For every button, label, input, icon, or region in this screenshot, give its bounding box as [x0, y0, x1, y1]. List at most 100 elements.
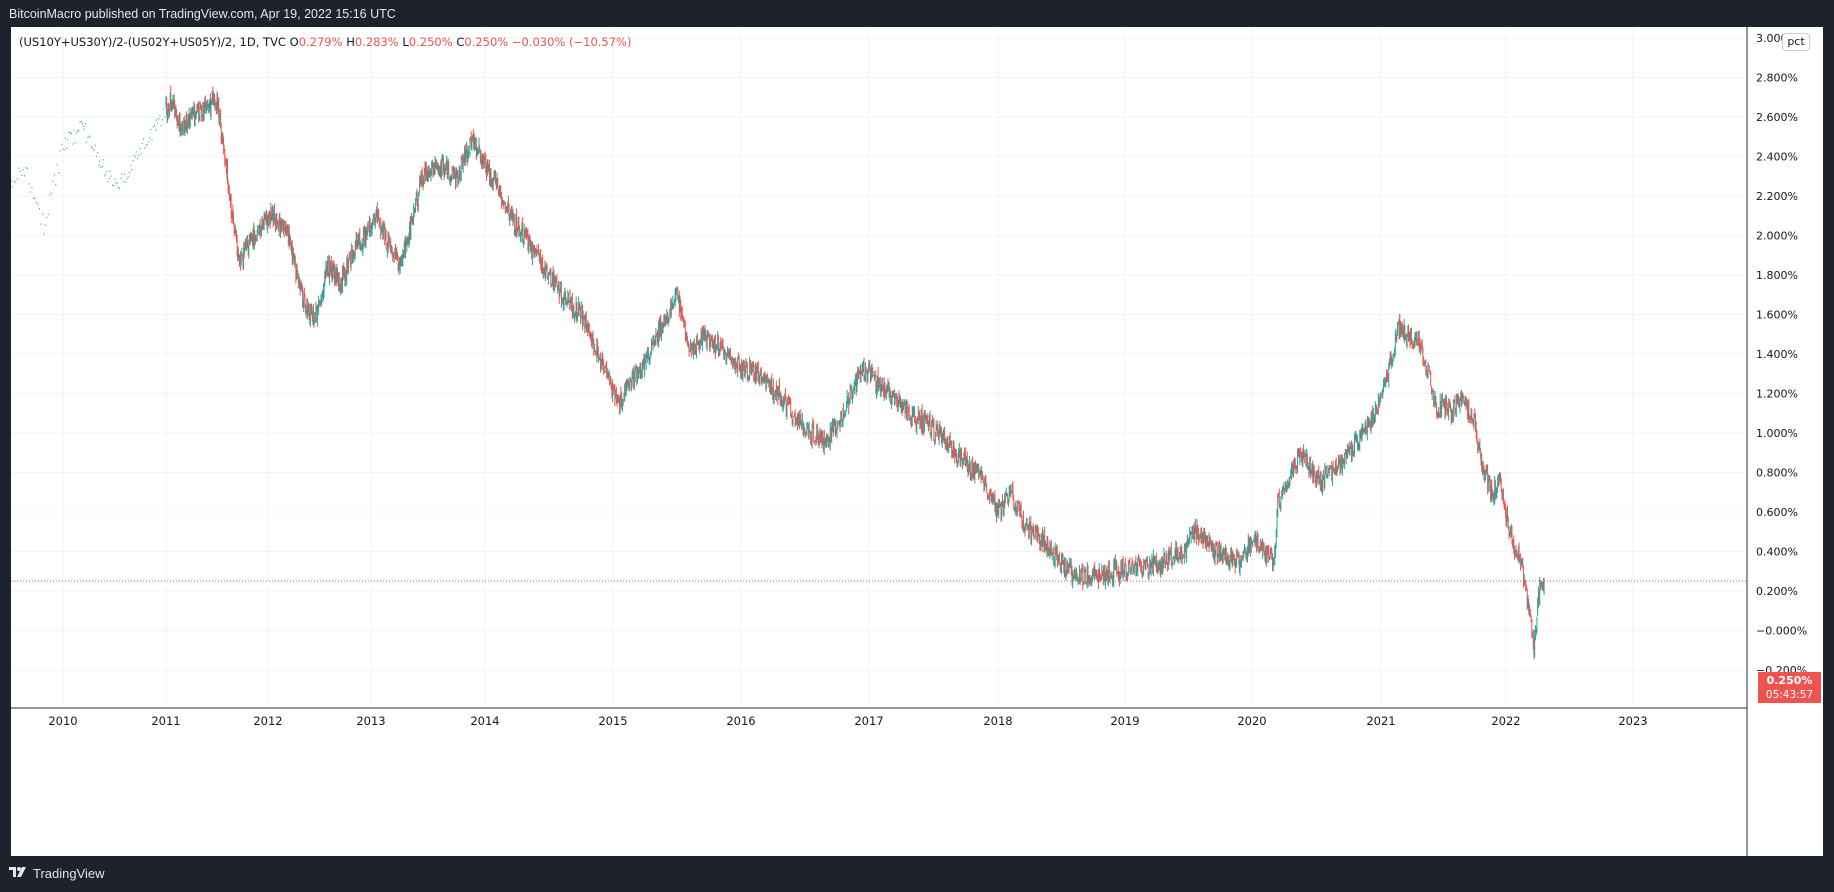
- candle: [93, 149, 95, 151]
- candle: [69, 131, 71, 133]
- candle: [115, 182, 117, 184]
- candle: [40, 223, 42, 225]
- candle: [135, 151, 137, 153]
- candle: [131, 168, 133, 171]
- chart-panel[interactable]: 3.000% 2.800% 2.600% 2.400% 2.200% 2.000% 1.80…: [11, 27, 1823, 856]
- x-tick-label: 2010: [48, 714, 77, 728]
- y-tick-label: 0.200%: [1756, 585, 1798, 598]
- y-tick-label: 0.600%: [1756, 506, 1798, 519]
- candle: [52, 180, 54, 182]
- candle: [43, 233, 45, 235]
- footer-branding: TradingView: [9, 862, 105, 886]
- x-tick-label: 2011: [151, 714, 180, 728]
- candle: [22, 169, 24, 171]
- candle: [33, 197, 35, 199]
- candle: [117, 186, 119, 188]
- candle: [23, 175, 25, 177]
- candle: [90, 146, 92, 148]
- x-tick-label: 2014: [470, 714, 499, 728]
- candle: [31, 187, 33, 189]
- candle: [123, 173, 125, 176]
- x-tick-label: 2021: [1366, 714, 1395, 728]
- legend-open-label: O: [289, 35, 299, 49]
- candle: [13, 180, 15, 182]
- candle: [152, 126, 154, 128]
- bar-countdown: 05:43:57: [1765, 689, 1814, 701]
- candle: [134, 156, 136, 158]
- candle: [157, 122, 159, 124]
- candle: [116, 182, 118, 184]
- candle: [139, 147, 141, 150]
- candle: [55, 184, 57, 186]
- candle: [79, 121, 81, 123]
- candle: [36, 201, 38, 203]
- candle: [37, 203, 39, 205]
- x-tick-label: 2018: [983, 714, 1012, 728]
- x-tick-label: 2023: [1618, 714, 1647, 728]
- candle: [158, 118, 160, 120]
- candle: [86, 141, 88, 143]
- candle: [147, 140, 149, 143]
- candle: [113, 184, 115, 187]
- candle: [108, 177, 110, 180]
- candle: [78, 130, 80, 132]
- candle: [73, 129, 75, 131]
- candle: [34, 197, 36, 200]
- candle: [150, 128, 152, 131]
- x-tick-label: 2015: [598, 714, 627, 728]
- y-tick-label: 1.200%: [1756, 388, 1798, 401]
- x-tick-label: 2012: [253, 714, 282, 728]
- candle: [83, 125, 85, 127]
- candle: [42, 213, 44, 215]
- candle: [105, 173, 107, 175]
- percent-scale-toggle[interactable]: pct: [1782, 33, 1810, 51]
- candle: [144, 147, 146, 149]
- y-tick-label: 0.400%: [1756, 546, 1798, 559]
- candle: [114, 178, 116, 180]
- candle: [137, 157, 139, 160]
- candle: [155, 119, 157, 121]
- candle: [111, 184, 113, 186]
- y-tick-label: 1.400%: [1756, 348, 1798, 361]
- candle: [95, 155, 97, 157]
- candle: [58, 172, 60, 174]
- candle: [87, 136, 89, 139]
- candle: [149, 137, 151, 139]
- candle: [164, 116, 166, 118]
- tradingview-logo-icon: [9, 862, 29, 886]
- candle: [64, 137, 66, 139]
- candle: [75, 132, 77, 134]
- candle: [106, 170, 108, 172]
- candle: [63, 149, 65, 151]
- candle: [155, 129, 157, 131]
- candle: [62, 148, 64, 150]
- symbol-legend: (US10Y+US30Y)/2-(US02Y+US05Y)/2, 1D, TVC…: [19, 35, 631, 49]
- legend-symbol: (US10Y+US30Y)/2-(US02Y+US05Y)/2, 1D, TVC: [19, 35, 286, 49]
- candle: [101, 165, 103, 167]
- price-chart[interactable]: 3.000%2.800%2.600%2.400%2.200%2.000%1.80…: [11, 27, 1823, 856]
- candle: [97, 152, 99, 154]
- candle: [50, 192, 52, 194]
- candle: [59, 150, 61, 152]
- last-price-label: 0.250% 05:43:57: [1758, 672, 1821, 703]
- legend-high-label: H: [346, 35, 355, 49]
- x-tick-label: 2013: [356, 714, 385, 728]
- candle: [16, 178, 18, 180]
- legend-change: −0.030% (−10.57%): [511, 35, 632, 49]
- candle: [89, 136, 91, 138]
- candle: [141, 142, 143, 144]
- candle: [110, 175, 112, 177]
- candle: [77, 129, 79, 132]
- last-price-value: 0.250%: [1766, 674, 1813, 687]
- legend-open: 0.279%: [298, 35, 343, 49]
- candle: [127, 176, 129, 178]
- y-tick-label: 2.800%: [1756, 72, 1798, 85]
- legend-close: 0.250%: [464, 35, 509, 49]
- candle: [107, 180, 109, 183]
- candle: [119, 188, 121, 190]
- y-tick-label: 2.400%: [1756, 151, 1798, 164]
- candle: [128, 171, 130, 174]
- y-tick-label: 1.000%: [1756, 427, 1798, 440]
- x-tick-label: 2016: [726, 714, 755, 728]
